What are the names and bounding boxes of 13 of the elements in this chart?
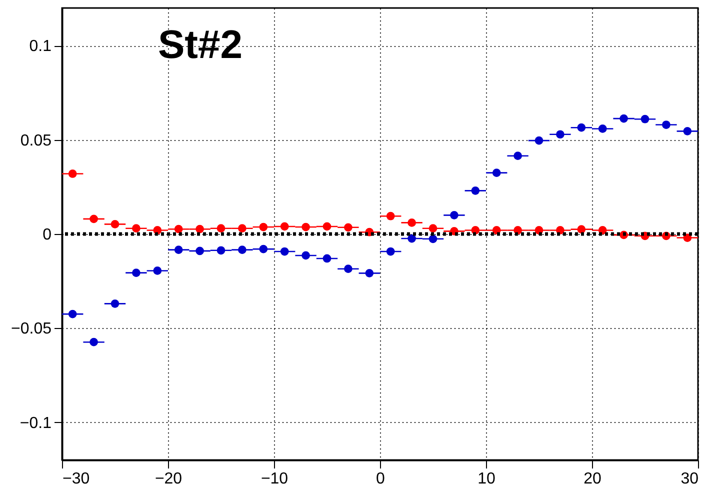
x-tick-label: −10 bbox=[260, 470, 288, 488]
y-tick-label: −0.05 bbox=[11, 320, 52, 338]
y-tick-label: 0.1 bbox=[29, 38, 52, 56]
x-tick-label: 0 bbox=[376, 470, 386, 488]
annotation: St#2 bbox=[158, 23, 242, 67]
x-tick-label: 20 bbox=[584, 470, 602, 488]
x-tick-label: 30 bbox=[680, 470, 699, 488]
x-tick-label: −30 bbox=[62, 470, 90, 488]
y-tick-label: 0 bbox=[42, 226, 52, 244]
x-tick-label: 10 bbox=[478, 470, 496, 488]
y-tick-label: −0.1 bbox=[20, 414, 52, 432]
x-tick-label: −20 bbox=[154, 470, 182, 488]
y-tick-label: 0.05 bbox=[20, 132, 52, 150]
